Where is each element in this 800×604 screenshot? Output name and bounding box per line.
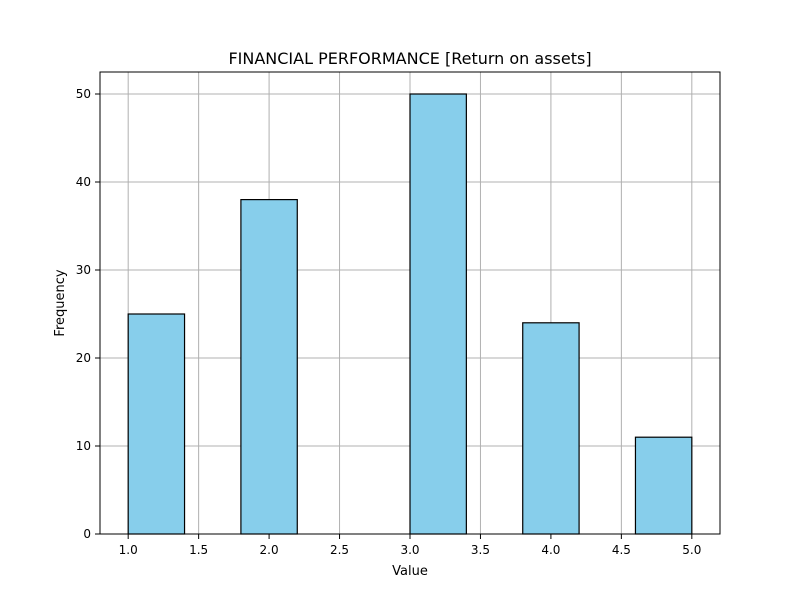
y-tick-label: 20	[76, 351, 91, 365]
x-axis-label: Value	[392, 564, 428, 579]
x-tick-label: 1.0	[119, 543, 138, 557]
bars	[127, 93, 693, 535]
y-axis-label: Frequency	[53, 269, 68, 336]
x-tick-label: 2.0	[260, 543, 279, 557]
x-tick-label: 2.5	[330, 543, 349, 557]
x-tick-label: 1.5	[189, 543, 208, 557]
histogram-bar	[522, 322, 580, 535]
histogram-bar	[127, 313, 186, 535]
y-tick-label: 50	[76, 87, 91, 101]
x-tick-label: 4.0	[541, 543, 560, 557]
x-tick-label: 5.0	[682, 543, 701, 557]
y-tick-label: 0	[83, 527, 91, 541]
y-tick-label: 10	[76, 439, 91, 453]
y-tick-label: 40	[76, 175, 91, 189]
chart-title: FINANCIAL PERFORMANCE [Return on assets]	[228, 49, 591, 68]
y-tick-label: 30	[76, 263, 91, 277]
x-tick-label: 3.0	[400, 543, 419, 557]
x-tick-label: 4.5	[612, 543, 631, 557]
histogram-bar	[634, 436, 693, 535]
histogram-bar	[409, 93, 467, 535]
x-tick-label: 3.5	[471, 543, 490, 557]
ticks: 1.0 1.5 2.0 2.5 3.0 3.5 4.0 4.5 5.0 0 10 20 30 40 50	[76, 87, 702, 557]
histogram-bar	[240, 199, 298, 535]
